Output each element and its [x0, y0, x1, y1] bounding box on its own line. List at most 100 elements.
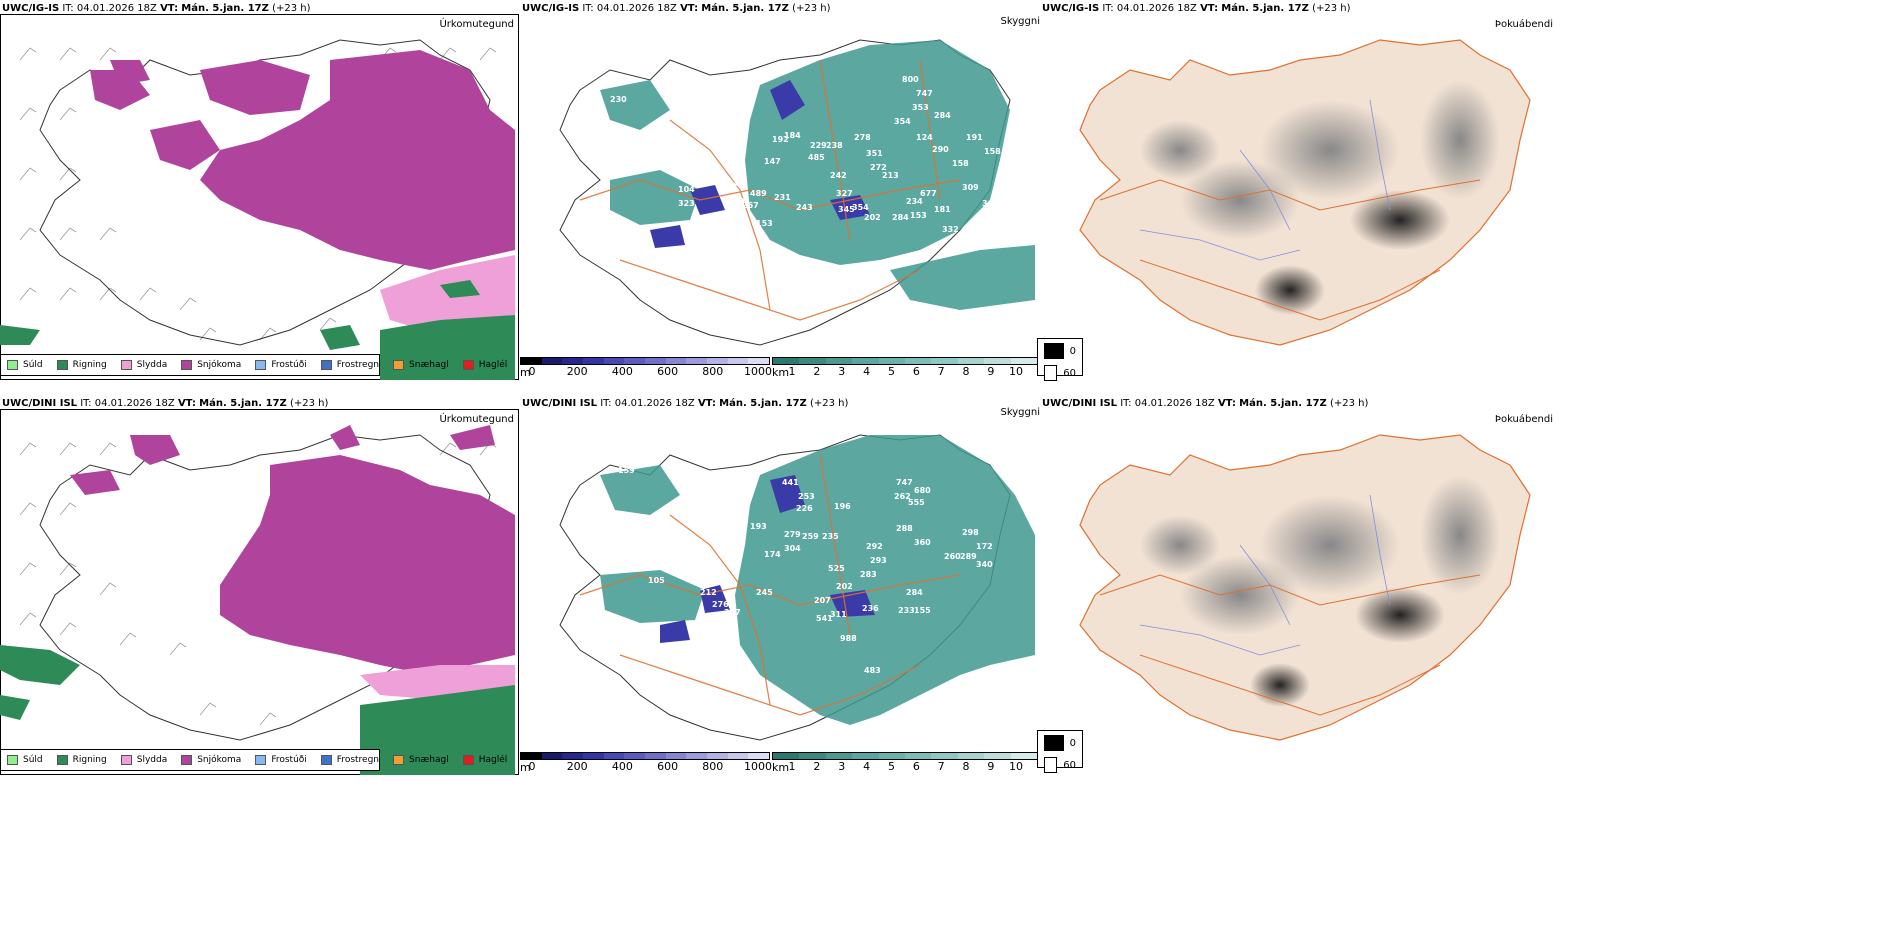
legend-swatch-freezing-drizzle: [255, 360, 267, 370]
legend-item: Rigning: [56, 755, 107, 765]
cloud-base-label: 104: [678, 185, 695, 194]
cloud-base-label: 525: [828, 564, 845, 573]
fog-map-bottom: [1079, 434, 1531, 741]
cloud-base-label: 236: [862, 604, 879, 613]
legend-item: Frostúði: [255, 755, 307, 765]
cloud-base-label: 153: [910, 211, 927, 220]
cloud-panel-top: UWC/IG-IS IT: 04.01.2026 18Z VT: Mán. 5.…: [520, 0, 1040, 380]
visibility-unit: km: [772, 761, 790, 774]
legend-item: Slydda: [120, 360, 167, 370]
legend-swatch-freezing-rain: [320, 360, 332, 370]
cloud-base-label: 238: [826, 141, 843, 150]
cloud-base-label: 153: [756, 219, 773, 228]
legend-swatch-hail: [462, 360, 474, 370]
cloud-base-label: 233: [898, 606, 915, 615]
precip-field-name-top: Úrkomutegund: [439, 19, 514, 30]
cloud-base-label: 345: [838, 205, 855, 214]
cloud-base-label: 229: [810, 141, 827, 150]
cloud-base-label: 245: [756, 588, 773, 597]
cloud-base-label: 230: [610, 95, 627, 104]
cloud-base-label: 212: [700, 588, 717, 597]
fog-key-swatch-white: [1044, 365, 1058, 381]
cloud-field-name-top: Skyggni: [1000, 16, 1040, 27]
cloud-base-unit: m: [520, 761, 531, 774]
road-network: [579, 59, 961, 321]
cloud-base-label: 323: [678, 199, 695, 208]
cloud-base-label: 489: [750, 189, 767, 198]
fog-map-top: [1079, 39, 1531, 346]
cloud-base-label: 351: [866, 149, 883, 158]
cloud-map-bottom: 747 680 555 262 441 253 226 196 288 298 …: [559, 434, 1035, 741]
cloud-base-unit: m: [520, 366, 531, 379]
legend-swatch-snow: [181, 360, 193, 370]
cloud-base-label: 483: [864, 666, 881, 675]
cloud-base-label: 293: [870, 556, 887, 565]
legend-swatch-drizzle: [7, 755, 18, 765]
cloud-base-label: 226: [796, 504, 813, 513]
legend-item: Súld: [7, 755, 43, 765]
cloud-base-colorbar-bottom: m 0 200 400 600 800 1000: [520, 752, 772, 774]
cloud-base-label: 284: [906, 588, 923, 597]
panel-title-cloud-bottom: UWC/DINI ISL IT: 04.01.2026 18Z VT: Mán.…: [522, 398, 849, 409]
cloud-base-label: 677: [920, 189, 937, 198]
cloud-base-label: 234: [906, 197, 923, 206]
snow-areas: [90, 50, 515, 270]
visibility-colorbar-bottom: km 1 2 3 4 5 6 7 8 9 10: [772, 752, 1038, 774]
cloud-base-label: 288: [896, 524, 913, 533]
legend-item: Súld: [7, 360, 43, 370]
cloud-base-label: 231: [774, 193, 791, 202]
cloud-base-label: 278: [854, 133, 871, 142]
cloud-base-label: 441: [782, 478, 799, 487]
cloud-base-label: 202: [836, 582, 853, 591]
cloud-base-label: 354: [852, 203, 869, 212]
legend-swatch-drizzle: [7, 360, 18, 370]
low-cloud-patches: [650, 80, 870, 248]
legend-item: Snjókoma: [181, 755, 241, 765]
legend-item: Rigning: [56, 360, 107, 370]
fog-field-name-top: Þokuábendi: [1494, 19, 1553, 30]
legend-item: Frostregn: [320, 360, 379, 370]
cloud-base-label: 302: [982, 199, 999, 208]
cloud-base-label: 253: [798, 492, 815, 501]
legend-item: Frostregn: [320, 755, 379, 765]
cloud-base-label: 337: [724, 608, 741, 617]
precip-panel-bottom: UWC/DINI ISL IT: 04.01.2026 18Z VT: Mán.…: [0, 395, 520, 775]
fog-key-swatch-black: [1044, 735, 1064, 751]
legend-item: Snæhagl: [393, 755, 449, 765]
low-visibility-areas: [600, 40, 1035, 310]
cloud-base-label: 485: [808, 153, 825, 162]
cloud-base-label: 259: [802, 532, 819, 541]
cloud-base-label: 988: [840, 634, 857, 643]
cloud-base-label: 202: [864, 213, 881, 222]
legend-swatch-rain: [56, 360, 68, 370]
precip-panel-top: UWC/IG-IS IT: 04.01.2026 18Z VT: Mán. 5.…: [0, 0, 520, 380]
cloud-map-top: 230 800 747 353 354 284 191 158 158 309 …: [559, 39, 1035, 346]
cloud-base-label: 174: [764, 550, 781, 559]
precip-frame-top: [0, 14, 519, 380]
cloud-base-label: 680: [914, 486, 931, 495]
legend-item: Slydda: [120, 755, 167, 765]
cloud-base-label: 360: [914, 538, 931, 547]
cloud-base-label: 327: [836, 189, 853, 198]
cloud-base-label: 311: [830, 610, 847, 619]
panel-title-precip-top: UWC/IG-IS IT: 04.01.2026 18Z VT: Mán. 5.…: [2, 3, 311, 14]
cloud-base-label: 159: [618, 466, 635, 475]
precip-legend-top: Súld Rigning Slydda Snjókoma Frostúði Fr…: [0, 354, 507, 376]
cloud-base-label: 304: [784, 544, 801, 553]
legend-swatch-sleet: [120, 755, 132, 765]
cloud-base-label: 747: [896, 478, 913, 487]
sleet-area: [380, 255, 515, 335]
cloud-field-name-bottom: Skyggni: [1000, 407, 1040, 418]
cloud-base-label: 207: [814, 596, 831, 605]
cloud-base-label: 124: [916, 133, 933, 142]
fog-field-name-bottom: Þokuábendi: [1494, 414, 1553, 425]
cloud-base-label: 260: [944, 552, 961, 561]
panel-title-cloud-top: UWC/IG-IS IT: 04.01.2026 18Z VT: Mán. 5.…: [522, 3, 831, 14]
fog-key-top: 0 60: [1037, 338, 1083, 381]
cloud-base-label: 158: [984, 147, 1001, 156]
legend-item: Haglél: [462, 755, 507, 765]
cloud-base-label: 184: [784, 131, 801, 140]
cloud-base-label: 272: [870, 163, 887, 172]
cloud-base-label: 191: [966, 133, 983, 142]
legend-swatch-snow-pellets: [393, 755, 405, 765]
